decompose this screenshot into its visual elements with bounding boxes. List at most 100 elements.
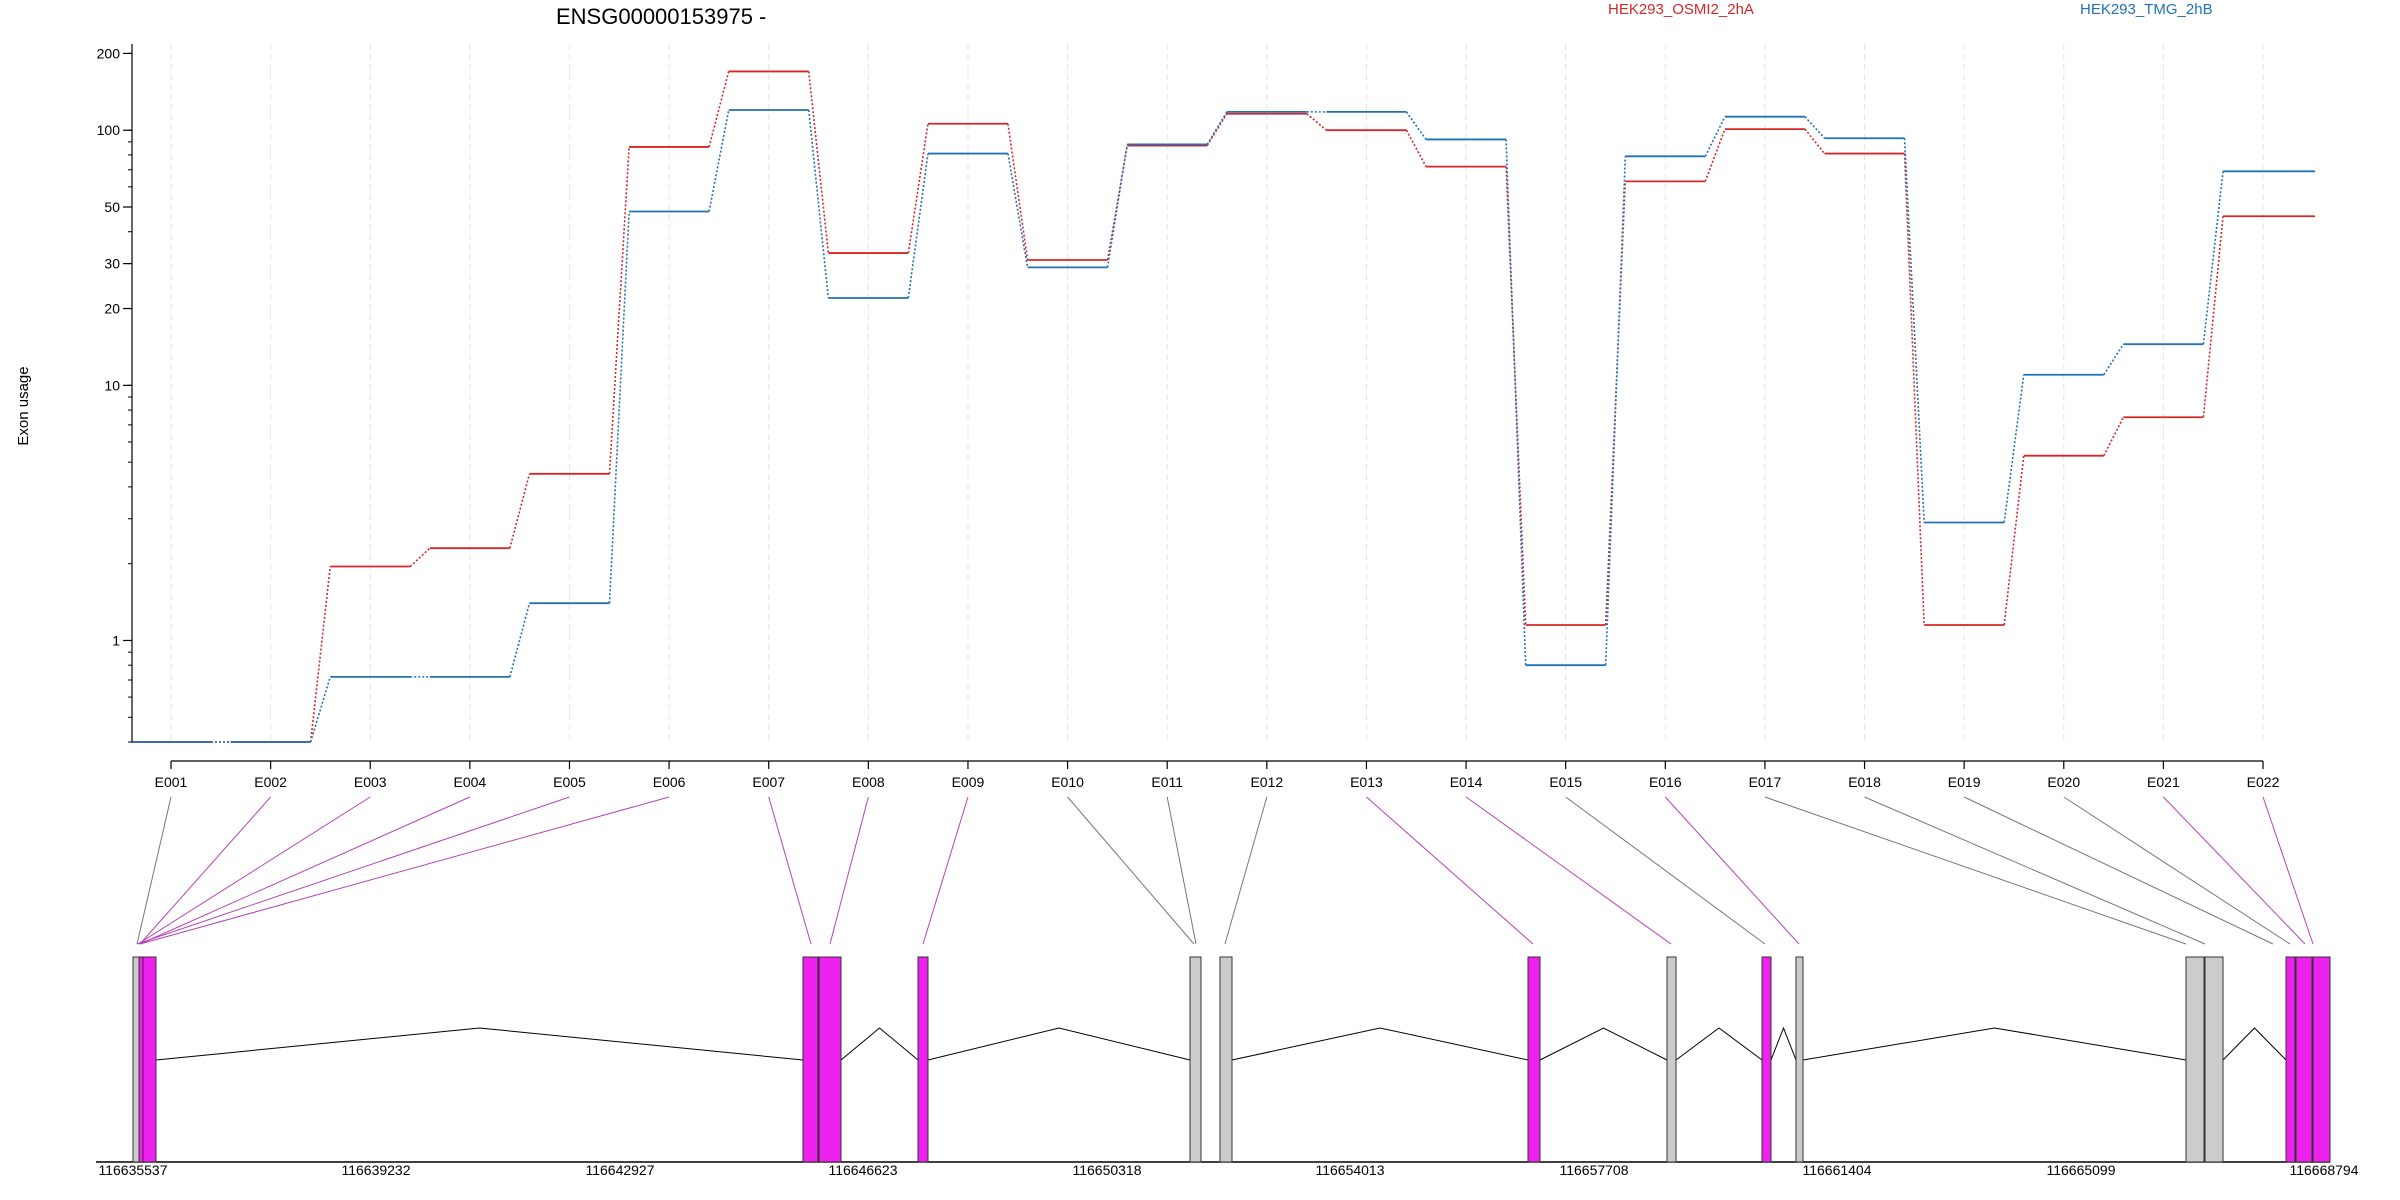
genomic-coordinate-label: 116642927	[585, 1162, 654, 1178]
series-connector	[1903, 138, 1925, 523]
exon-label: E005	[553, 774, 586, 790]
series-connector	[1405, 111, 1427, 140]
series-connector	[1007, 153, 1029, 268]
exon-label: E001	[155, 774, 188, 790]
y-tick-label: 20	[104, 301, 120, 317]
y-tick-label: 50	[104, 199, 120, 215]
exon-label: E019	[1948, 774, 1981, 790]
series-connector	[708, 109, 730, 212]
series-connector	[1106, 144, 1128, 268]
series-connector	[708, 71, 730, 148]
exon-block	[917, 956, 929, 1163]
exon-block	[2312, 956, 2331, 1163]
intron-line	[1231, 1027, 1529, 1061]
y-tick-label: 1	[112, 632, 120, 648]
intron-line	[840, 1027, 919, 1061]
genomic-coordinate-label: 116635537	[98, 1162, 167, 1178]
genomic-coordinate-label: 116657708	[1559, 1162, 1628, 1178]
series-connector	[1704, 128, 1726, 182]
series-connector	[2003, 455, 2025, 626]
genomic-coordinate-label: 116639232	[341, 1162, 410, 1178]
intron-line	[1770, 1026, 1797, 1061]
series-connector	[1704, 116, 1726, 157]
exon-label: E004	[454, 774, 487, 790]
exon-connector	[137, 796, 371, 945]
exon-block	[802, 956, 819, 1163]
exon-label: E009	[952, 774, 985, 790]
exon-connector	[136, 796, 172, 945]
y-axis-label: Exon usage	[15, 366, 32, 445]
exon-connector	[1465, 796, 1672, 945]
exon-connector	[2262, 796, 2314, 945]
exon-connector	[1224, 796, 1268, 945]
series-connector	[1604, 156, 1627, 666]
exon-label: E022	[2247, 774, 2280, 790]
exon-block	[1795, 956, 1804, 1163]
exon-label: E011	[1151, 774, 1183, 790]
series-connector	[1106, 145, 1128, 261]
exon-connector	[829, 796, 869, 945]
legend-entry-tmg: HEK293_TMG_2hB	[2080, 1, 2213, 18]
series-connector	[1007, 123, 1029, 261]
exon-label: E014	[1450, 774, 1483, 790]
series-HEK293_OSMI2_2hA	[132, 70, 2316, 743]
exon-block	[2185, 956, 2205, 1163]
genomic-coordinate-label: 116661404	[1802, 1162, 1871, 1178]
series-connector	[309, 566, 332, 743]
intron-line	[1675, 1027, 1763, 1061]
exon-connector	[2063, 796, 2291, 945]
exon-connector	[768, 796, 812, 945]
exon-label: E018	[1848, 774, 1881, 790]
exon-label: E002	[254, 774, 287, 790]
y-tick-label: 10	[104, 377, 120, 393]
exon-block	[1189, 956, 1202, 1163]
exon-connector	[1366, 796, 1534, 945]
exon-block	[1666, 956, 1677, 1163]
exon-label: E017	[1749, 774, 1782, 790]
exon-connector	[2163, 796, 2306, 945]
x-axis: E001 E002 E003 E004 E005 E006 E007 E008 E009 E010…	[155, 760, 2280, 790]
exon-block	[1527, 956, 1541, 1163]
series-connector	[2003, 374, 2025, 523]
exon-connector	[139, 796, 271, 945]
exon-connector	[1664, 796, 1800, 945]
connector-layer	[136, 796, 2314, 945]
series-connector	[608, 211, 630, 604]
genomic-axis: 116635537 116639232 116642927 116646623 1166…	[98, 1162, 2358, 1178]
exon-connector	[1864, 796, 2206, 945]
series-connector	[1804, 128, 1826, 155]
exon-label: E008	[852, 774, 885, 790]
series-connector	[309, 676, 332, 743]
intron-line	[927, 1027, 1191, 1061]
intron-line	[1539, 1027, 1668, 1061]
series-connector	[1804, 116, 1826, 139]
exon-block	[2295, 956, 2313, 1163]
intron-line	[155, 1027, 804, 1061]
series-connector	[509, 473, 531, 549]
exon-label: E015	[1549, 774, 1582, 790]
series-connector	[807, 109, 830, 299]
series-connector	[2103, 416, 2125, 457]
exon-connector	[136, 796, 570, 945]
genomic-coordinate-label: 116646623	[828, 1162, 897, 1178]
exon-block	[2204, 956, 2224, 1163]
exon-block	[1219, 956, 1233, 1163]
genomic-coordinate-label: 116665099	[2046, 1162, 2115, 1178]
gene-model	[96, 956, 2331, 1163]
exon-label: E021	[2147, 774, 2180, 790]
exon-label: E007	[752, 774, 785, 790]
grid-layer	[170, 44, 2264, 743]
series-layer	[132, 70, 2316, 743]
series-connector	[1505, 139, 1527, 666]
series-connector	[509, 602, 531, 678]
chart-title: ENSG00000153975 -	[556, 4, 766, 29]
exon-connector	[139, 796, 670, 945]
series-connector	[1405, 129, 1427, 167]
y-tick-label: 100	[97, 122, 121, 138]
exon-label: E006	[653, 774, 686, 790]
series-connector	[907, 153, 929, 299]
legend-entry-osmi: HEK293_OSMI2_2hA	[1608, 1, 1754, 18]
exon-connector	[1067, 796, 1195, 945]
exon-label: E003	[354, 774, 387, 790]
genomic-coordinate-label: 116668794	[2289, 1162, 2358, 1178]
